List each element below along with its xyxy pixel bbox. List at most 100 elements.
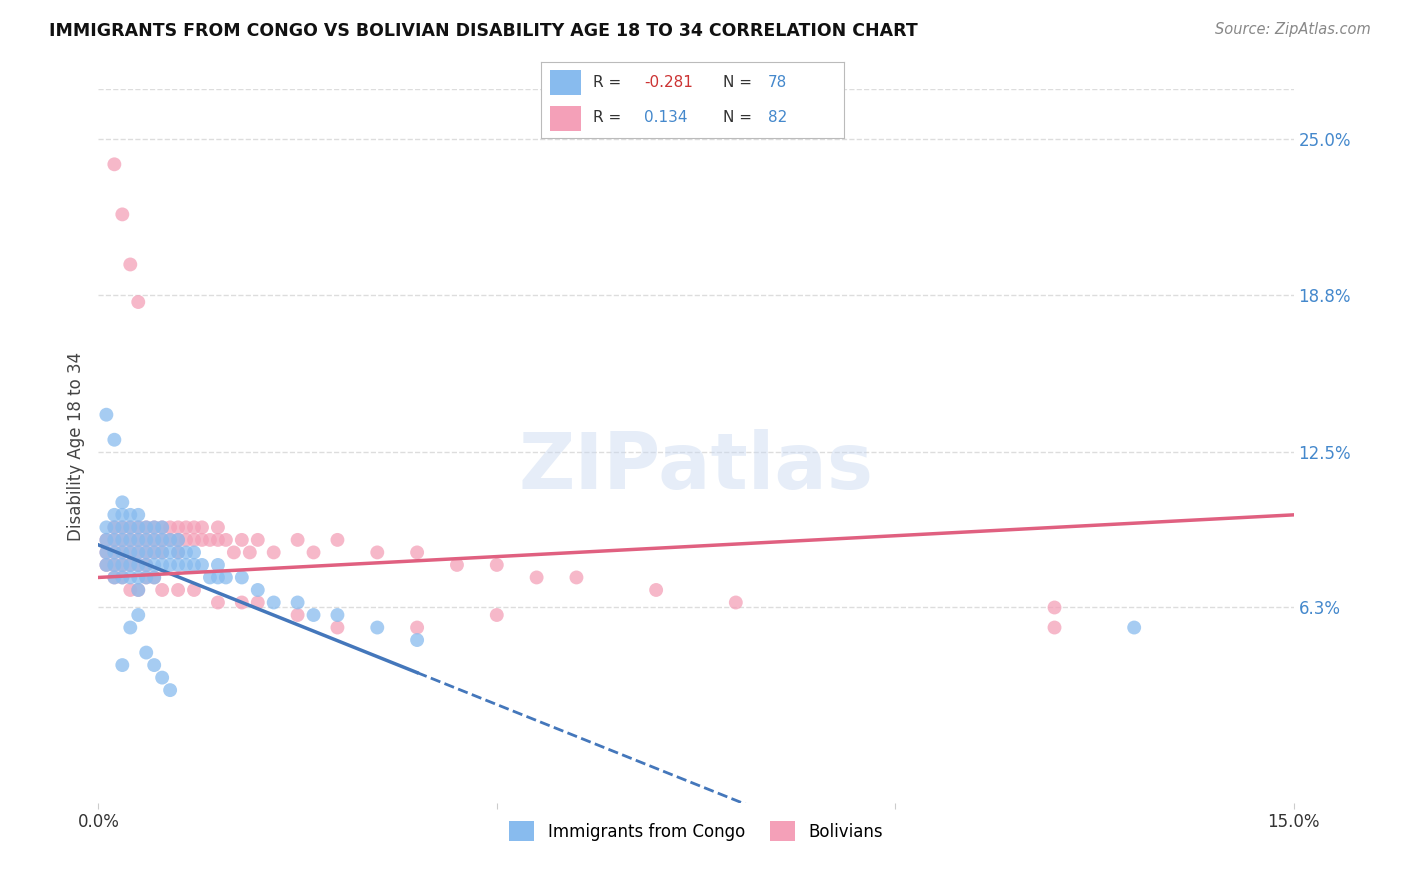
Point	[127, 582, 149, 597]
Point	[103, 558, 125, 572]
Point	[135, 533, 157, 547]
Point	[120, 582, 142, 597]
Point	[231, 533, 253, 547]
Point	[167, 533, 190, 547]
Point	[120, 533, 142, 547]
Point	[127, 508, 149, 522]
Point	[150, 520, 173, 534]
Point	[103, 520, 125, 534]
Point	[198, 570, 221, 584]
FancyBboxPatch shape	[550, 105, 581, 130]
Point	[135, 558, 157, 572]
Point	[150, 533, 173, 547]
Point	[127, 558, 149, 572]
Text: N =: N =	[723, 75, 756, 90]
Point	[231, 570, 253, 584]
Point	[287, 607, 309, 622]
Point	[127, 520, 149, 534]
Point	[127, 607, 149, 622]
Point	[143, 545, 166, 559]
Point	[159, 558, 181, 572]
Point	[120, 545, 142, 559]
FancyBboxPatch shape	[550, 70, 581, 95]
Point	[207, 558, 229, 572]
Point	[215, 533, 238, 547]
Text: 78: 78	[768, 75, 787, 90]
Point	[326, 621, 349, 635]
Point	[174, 533, 197, 547]
Point	[246, 582, 269, 597]
Point	[150, 558, 173, 572]
Point	[485, 558, 508, 572]
Point	[111, 570, 134, 584]
Point	[446, 558, 468, 572]
Point	[111, 520, 134, 534]
Point	[263, 595, 285, 609]
Point	[526, 570, 548, 584]
Point	[150, 545, 173, 559]
Point	[120, 558, 142, 572]
Point	[215, 570, 238, 584]
Point	[150, 520, 173, 534]
Point	[174, 545, 197, 559]
Point	[207, 570, 229, 584]
Point	[135, 520, 157, 534]
Point	[111, 533, 134, 547]
Point	[135, 520, 157, 534]
Point	[150, 582, 173, 597]
Point	[183, 533, 205, 547]
Point	[143, 570, 166, 584]
Point	[120, 520, 142, 534]
Text: 82: 82	[768, 110, 787, 125]
Legend: Immigrants from Congo, Bolivians: Immigrants from Congo, Bolivians	[502, 814, 890, 848]
Point	[1043, 621, 1066, 635]
Point	[111, 508, 134, 522]
Point	[406, 621, 429, 635]
Point	[326, 607, 349, 622]
Point	[174, 520, 197, 534]
Point	[143, 520, 166, 534]
Point	[135, 545, 157, 559]
Point	[120, 621, 142, 635]
Point	[111, 658, 134, 673]
Point	[111, 520, 134, 534]
Point	[111, 558, 134, 572]
Point	[183, 545, 205, 559]
Point	[96, 545, 118, 559]
Point	[103, 570, 125, 584]
Point	[96, 533, 118, 547]
Point	[167, 545, 190, 559]
Point	[111, 558, 134, 572]
Point	[127, 558, 149, 572]
Point	[111, 545, 134, 559]
Point	[222, 545, 245, 559]
Point	[207, 595, 229, 609]
Point	[167, 520, 190, 534]
Point	[366, 621, 388, 635]
Point	[198, 533, 221, 547]
Point	[103, 157, 125, 171]
Point	[159, 533, 181, 547]
Point	[111, 207, 134, 221]
Point	[143, 533, 166, 547]
Point	[302, 607, 325, 622]
Point	[1043, 600, 1066, 615]
Point	[326, 533, 349, 547]
Point	[120, 545, 142, 559]
Point	[135, 646, 157, 660]
Point	[143, 658, 166, 673]
Text: 0.134: 0.134	[644, 110, 688, 125]
Point	[135, 533, 157, 547]
Point	[127, 582, 149, 597]
Point	[120, 508, 142, 522]
Point	[159, 545, 181, 559]
Point	[103, 533, 125, 547]
Point	[143, 558, 166, 572]
Point	[96, 558, 118, 572]
Point	[1123, 621, 1146, 635]
Point	[103, 545, 125, 559]
Point	[127, 520, 149, 534]
Point	[127, 533, 149, 547]
Point	[287, 533, 309, 547]
Point	[103, 570, 125, 584]
